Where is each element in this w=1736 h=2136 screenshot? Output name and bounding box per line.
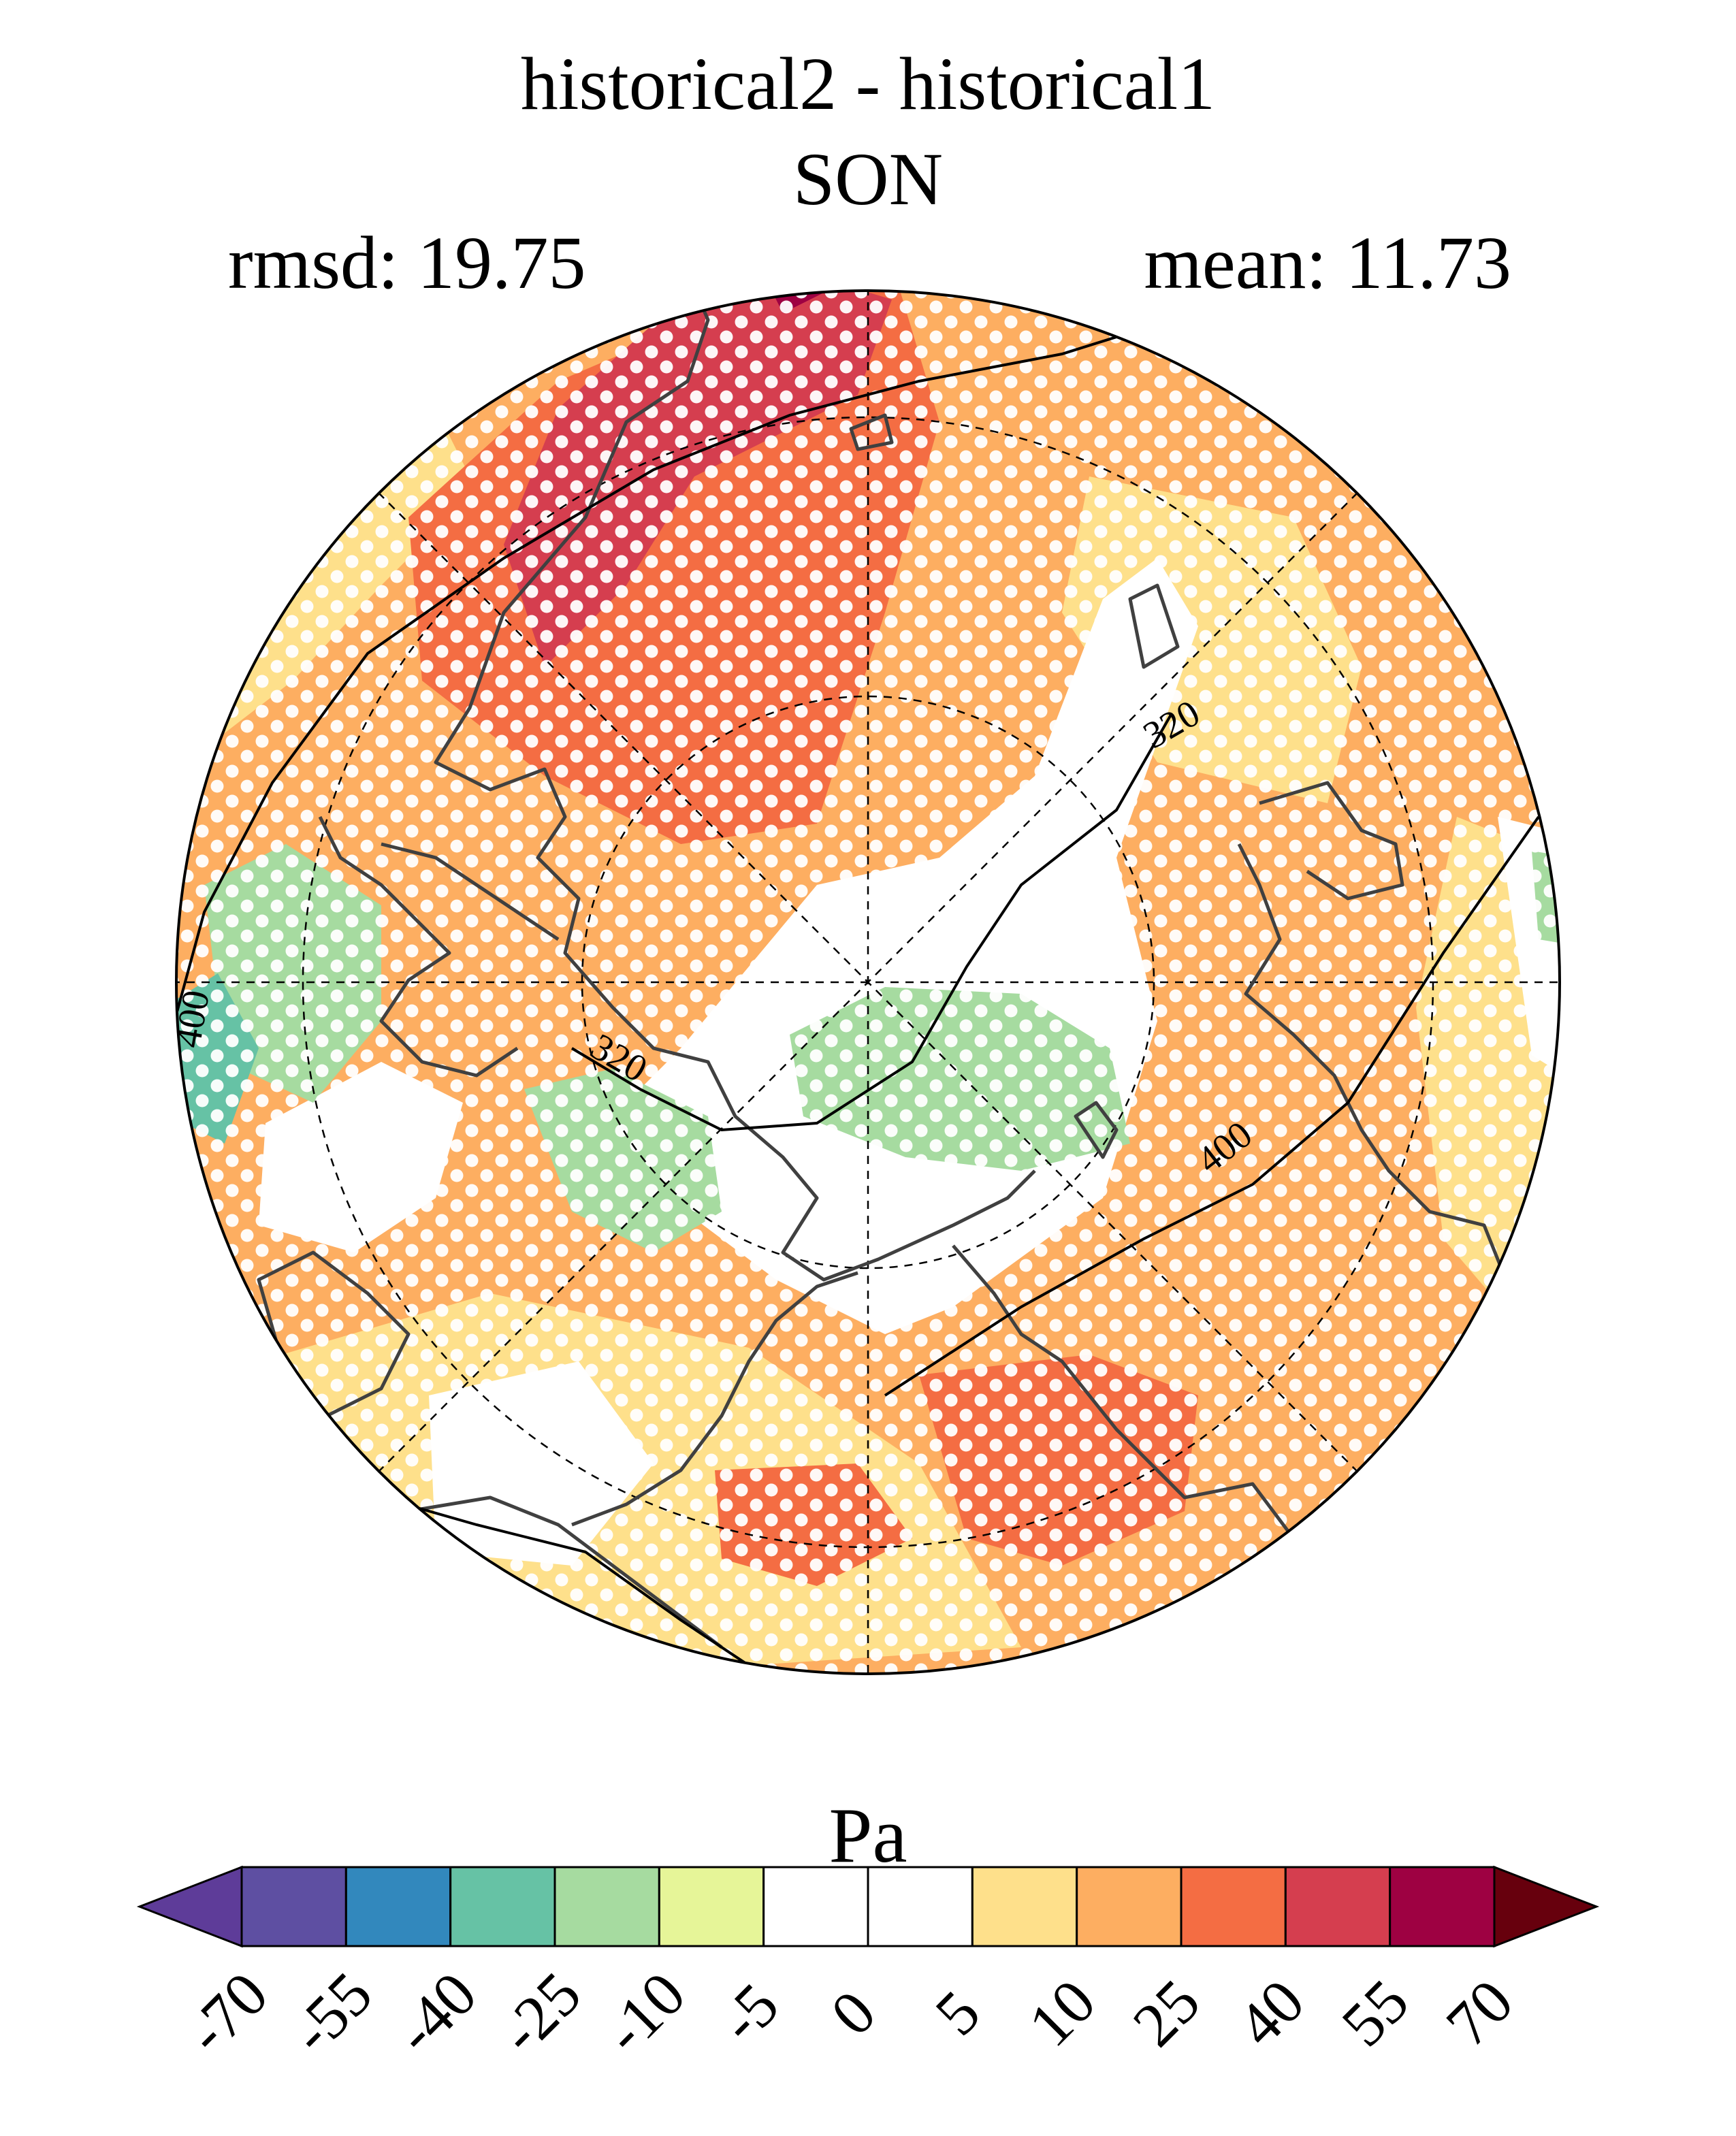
rmsd-label: rmsd: 19.75 xyxy=(228,221,586,304)
contour-lines xyxy=(176,319,1540,1674)
colorbar-segment xyxy=(240,1866,347,1947)
colorbar-tick-label: 70 xyxy=(1432,1966,1526,2059)
colorbar-segment xyxy=(971,1866,1078,1947)
contour-320-arctic xyxy=(570,714,1172,1132)
coastline-kamchatka xyxy=(408,1495,723,1649)
latitude-circle-80 xyxy=(581,695,1155,1269)
colorbar-tick-label: -10 xyxy=(590,1959,698,2067)
mean-label: mean: 11.73 xyxy=(1144,221,1511,304)
colorbar-under-triangle xyxy=(136,1865,243,1948)
colorbar-tick-label: -70 xyxy=(173,1959,281,2067)
chart-title-line-1: historical2 - historical1 xyxy=(521,42,1215,125)
colorbar-segment xyxy=(762,1866,869,1947)
colorbar-segment xyxy=(449,1866,556,1947)
colorbar-units-label: Pa xyxy=(829,1792,907,1879)
colorbar-tick-label: 5 xyxy=(922,1977,993,2049)
colorbar: -70-55-40-25-10 -5 0 5 10 25 40 55 70 xyxy=(136,1865,1600,2067)
map-border xyxy=(175,289,1561,1675)
contour-label-400-west: 400 xyxy=(166,987,218,1050)
colorbar-tick-label: -40 xyxy=(381,1959,489,2067)
contour-400-west xyxy=(176,319,1172,1063)
graticule xyxy=(176,291,1560,1674)
contour-outer-south xyxy=(381,1496,764,1674)
colorbar-tick-label: 0 xyxy=(818,1977,889,2049)
coastline-baltic xyxy=(381,842,560,941)
colorbar-segment xyxy=(658,1866,765,1947)
map-disk xyxy=(176,291,1560,1674)
colorbar-segment xyxy=(867,1866,974,1947)
coastline-canada-islands xyxy=(1259,781,1404,901)
colorbar-tick-label: -5 xyxy=(706,1970,792,2056)
coastline-greenland xyxy=(1128,583,1180,669)
colorbar-tick-label: -55 xyxy=(277,1959,385,2067)
meridian-135 xyxy=(367,481,1369,1483)
coastline-alaska xyxy=(571,1271,858,1527)
colorbar-tick-label: 25 xyxy=(1119,1966,1212,2059)
colorbar-over-triangle xyxy=(1493,1865,1600,1948)
colorbar-tick-label: 10 xyxy=(1015,1966,1108,2059)
colorbar-segment xyxy=(344,1866,452,1947)
colorbar-tick-label: 55 xyxy=(1328,1966,1421,2059)
coastline-svalbard xyxy=(849,413,894,451)
colorbar-segment xyxy=(1180,1866,1287,1947)
colorbar-segment xyxy=(1389,1866,1496,1947)
chart-title-line-2: SON xyxy=(793,137,943,221)
colorbar-tick-label: 40 xyxy=(1224,1966,1317,2059)
contour-400-east xyxy=(884,815,1540,1397)
coastline-eurasia-north xyxy=(434,291,1036,1282)
colorbar-segment xyxy=(1284,1866,1392,1947)
coastline-novaya-zemlya xyxy=(1074,1101,1119,1159)
coastline-north-america-south xyxy=(952,1244,1349,1540)
coastline-scandinavia xyxy=(318,815,519,1078)
colorbar-segment xyxy=(1076,1866,1183,1947)
colorbar-segment xyxy=(553,1866,660,1947)
colorbar-tick-label: -25 xyxy=(486,1959,594,2067)
